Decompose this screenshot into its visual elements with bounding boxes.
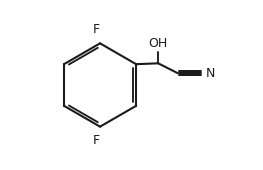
Text: F: F: [93, 23, 100, 36]
Text: N: N: [206, 67, 215, 80]
Text: OH: OH: [149, 37, 168, 50]
Text: F: F: [93, 134, 100, 147]
